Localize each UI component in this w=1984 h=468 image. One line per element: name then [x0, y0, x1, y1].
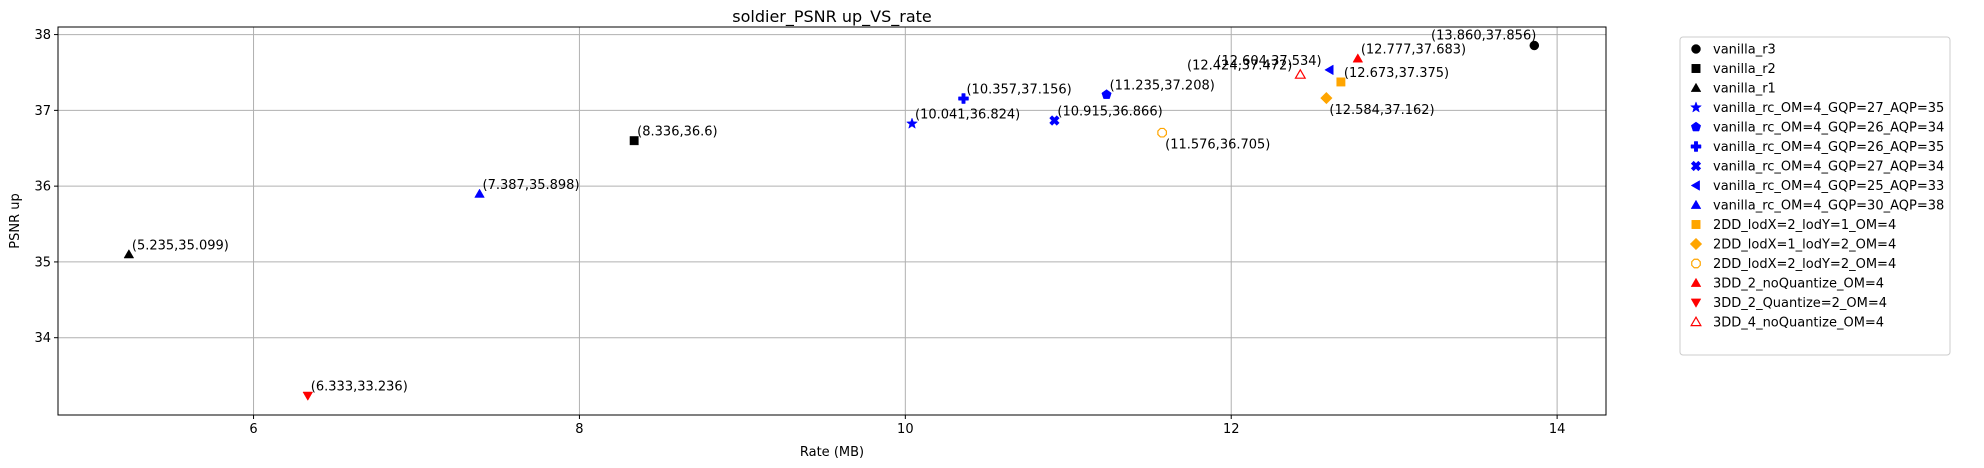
legend-label: vanilla_rc_OM=4_GQP=30_AQP=38: [1713, 199, 1944, 214]
legend-label: vanilla_r2: [1713, 62, 1776, 77]
x-tick-label: 12: [1223, 422, 1240, 437]
data-label: (12.424,37.472): [1187, 59, 1292, 74]
legend-label: 2DD_lodX=2_lodY=2_OM=4: [1713, 257, 1896, 272]
data-label: (12.604,37.534): [1216, 54, 1321, 69]
legend-frame: [1679, 36, 1951, 356]
data-point-3dd-2-noquantize-om-4: [1352, 53, 1364, 63]
legend-marker-3dd-4-noquantize-om-4: [1690, 316, 1702, 327]
legend-label: vanilla_rc_OM=4_GQP=27_AQP=34: [1713, 160, 1944, 175]
data-label: (12.584,37.162): [1329, 103, 1434, 118]
y-axis-label: PSNR up: [8, 193, 23, 248]
data-label: (5.235,35.099): [132, 238, 229, 253]
data-point-2dd-lodx-1-lody-2-om-4: [1320, 91, 1333, 105]
chart-title: soldier_PSNR up_VS_rate: [732, 7, 931, 27]
data-label: (8.336,36.6): [637, 125, 717, 140]
y-tick-label: 38: [34, 28, 51, 43]
legend: vanilla_r3 vanilla_r2 vanilla_r1 vanilla_rc…: [1679, 36, 1951, 356]
legend-marker-vanilla-rc-om-4-gqp-26-aqp-34: [1690, 121, 1702, 132]
data-point-vanilla-r2: [629, 136, 639, 146]
legend-marker-vanilla-rc-om-4-gqp-27-aqp-34: [1690, 160, 1702, 172]
ticks-layer: 6 8 10 12 14 34 35 36 37 38: [34, 28, 1565, 437]
labels-layer: (13.860,37.856) (8.336,36.6) (5.235,35.099…: [132, 28, 1536, 394]
legend-label: 3DD_4_noQuantize_OM=4: [1713, 316, 1884, 331]
y-tick-label: 37: [34, 104, 51, 119]
legend-marker-2dd-lodx-2-lody-1-om-4: [1691, 220, 1701, 229]
legend-label: vanilla_rc_OM=4_GQP=27_AQP=35: [1713, 101, 1944, 116]
x-axis-label: Rate (MB): [800, 445, 864, 460]
legend-marker-vanilla-rc-om-4-gqp-30-aqp-38: [1690, 199, 1702, 209]
legend-label: 3DD_2_Quantize=2_OM=4: [1713, 296, 1887, 311]
data-point-vanilla-rc-om-4-gqp-25-aqp-33: [1324, 64, 1334, 76]
x-tick-label: 6: [249, 422, 257, 437]
data-point-vanilla-rc-om-4-gqp-26-aqp-35: [958, 93, 969, 104]
legend-label: vanilla_rc_OM=4_GQP=25_AQP=33: [1713, 179, 1944, 194]
y-tick-label: 36: [34, 180, 51, 195]
points-layer: [123, 40, 1540, 401]
legend-items: vanilla_r3 vanilla_r2 vanilla_r1 vanilla_rc…: [1689, 43, 1944, 331]
data-point-3dd-2-quantize-2-om-4: [302, 391, 314, 401]
legend-marker-vanilla-r1: [1690, 82, 1702, 92]
data-point-vanilla-rc-om-4-gqp-30-aqp-38: [474, 188, 485, 198]
legend-marker-vanilla-r3: [1691, 44, 1701, 54]
legend-label: 3DD_2_noQuantize_OM=4: [1713, 277, 1884, 292]
legend-marker-vanilla-rc-om-4-gqp-26-aqp-35: [1690, 141, 1702, 152]
legend-marker-3dd-2-quantize-2-om-4: [1690, 298, 1702, 308]
y-tick-label: 35: [34, 255, 51, 270]
data-label: (12.777,37.683): [1361, 43, 1466, 58]
data-label: (11.576,36.705): [1165, 138, 1270, 153]
legend-label: vanilla_r3: [1713, 43, 1776, 58]
data-label: (10.041,36.824): [915, 108, 1020, 123]
legend-label: 2DD_lodX=1_lodY=2_OM=4: [1713, 238, 1896, 253]
data-point-vanilla-rc-om-4-gqp-27-aqp-34: [1049, 115, 1060, 126]
data-label: (6.333,33.236): [311, 380, 408, 395]
data-point-vanilla-r1: [123, 249, 135, 259]
legend-marker-vanilla-rc-om-4-gqp-25-aqp-33: [1690, 180, 1700, 191]
data-label: (10.357,37.156): [966, 83, 1071, 98]
data-point-vanilla-r3: [1529, 40, 1540, 51]
legend-marker-vanilla-r2: [1691, 64, 1701, 73]
legend-marker-2dd-lodx-1-lody-2-om-4: [1689, 237, 1703, 251]
x-tick-label: 8: [575, 422, 583, 437]
data-label: (13.860,37.856): [1431, 28, 1536, 43]
legend-marker-vanilla-rc-om-4-gqp-27-aqp-35: [1689, 101, 1703, 113]
legend-label: vanilla_rc_OM=4_GQP=26_AQP=35: [1713, 140, 1944, 155]
x-tick-label: 14: [1549, 422, 1566, 437]
data-label: (7.387,35.898): [483, 178, 580, 193]
grid-layer: [58, 27, 1606, 415]
data-label: (12.673,37.375): [1344, 66, 1449, 81]
y-tick-label: 34: [34, 331, 51, 346]
data-point-3dd-4-noquantize-om-4: [1294, 68, 1307, 79]
legend-marker-3dd-2-noquantize-om-4: [1690, 277, 1702, 287]
data-label: (10.915,36.866): [1057, 105, 1162, 120]
legend-marker-2dd-lodx-2-lody-2-om-4: [1691, 258, 1701, 269]
legend-label: 2DD_lodX=2_lodY=1_OM=4: [1713, 218, 1896, 233]
data-point-vanilla-rc-om-4-gqp-27-aqp-35: [906, 117, 919, 129]
legend-label: vanilla_rc_OM=4_GQP=26_AQP=34: [1713, 121, 1944, 136]
data-point-2dd-lodx-2-lody-2-om-4: [1157, 127, 1167, 138]
legend-label: vanilla_r1: [1713, 82, 1776, 97]
x-tick-label: 10: [897, 422, 914, 437]
data-label: (11.235,37.208): [1110, 79, 1215, 94]
data-point-vanilla-rc-om-4-gqp-26-aqp-34: [1101, 89, 1112, 99]
plot-frame: [57, 26, 1607, 416]
data-point-2dd-lodx-2-lody-1-om-4: [1336, 77, 1346, 87]
